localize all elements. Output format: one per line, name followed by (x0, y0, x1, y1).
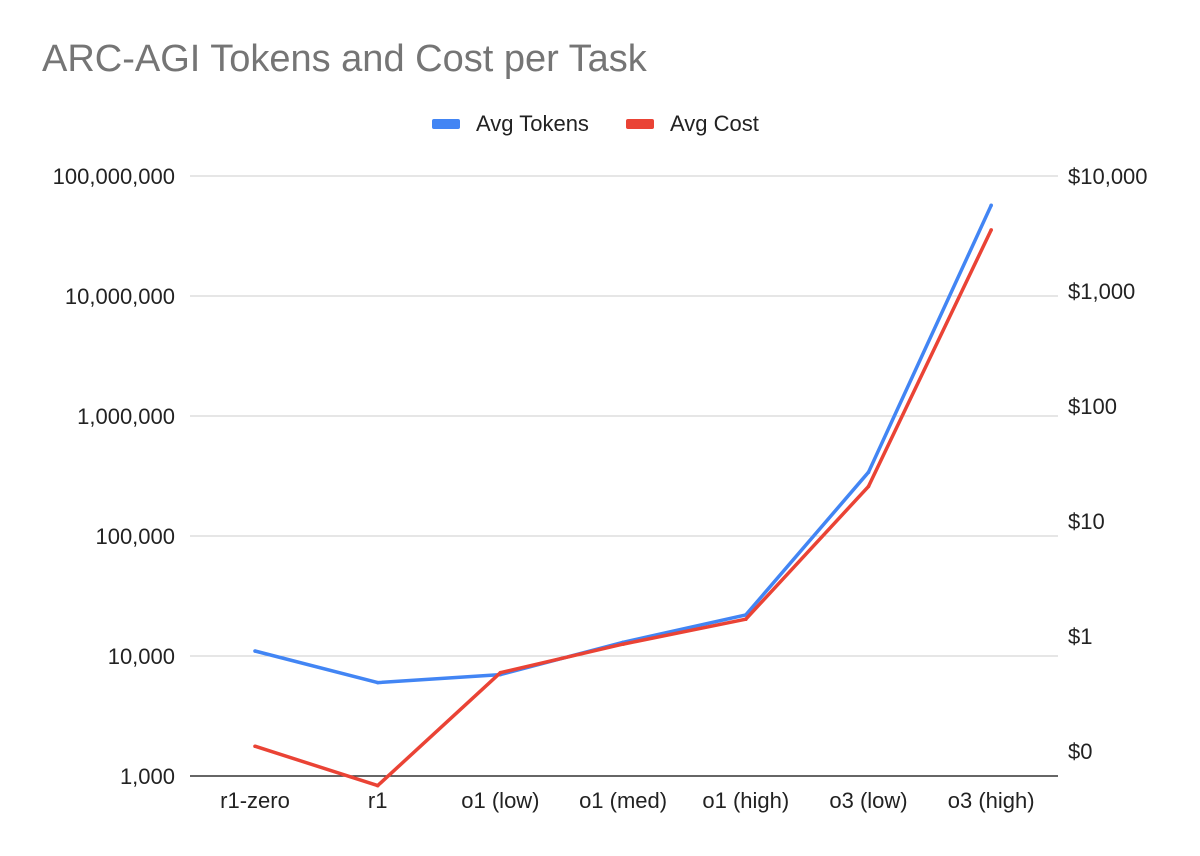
legend-item-avg-tokens[interactable]: Avg Tokens (432, 110, 589, 138)
point-avg-tokens-o3-high (989, 203, 993, 208)
y-left-tick-label: 10,000 (108, 644, 175, 669)
x-tick-label-r1-zero: r1-zero (220, 788, 290, 813)
point-avg-cost-o1-low (498, 670, 503, 675)
x-tick-label-o1-high: o1 (high) (702, 788, 789, 813)
x-tick-label-r1: r1 (368, 788, 388, 813)
y-right-tick-label: $10 (1068, 509, 1105, 534)
y-left-tick-label: 10,000,000 (65, 284, 175, 309)
y-left-tick-label: 100,000 (95, 524, 175, 549)
point-avg-tokens-r1 (375, 680, 380, 685)
point-avg-tokens-o3-low (866, 470, 871, 475)
series-line-avg-cost (254, 229, 993, 788)
point-avg-tokens-r1-zero (253, 649, 257, 653)
y-left-tick-label: 100,000,000 (53, 164, 175, 189)
y-right-tick-label: $1 (1068, 624, 1092, 649)
y-left-tick-label: 1,000 (120, 764, 175, 789)
point-avg-cost-o1-high (744, 617, 748, 621)
x-tick-label-o3-high: o3 (high) (948, 788, 1035, 813)
legend-item-avg-cost[interactable]: Avg Cost (626, 110, 759, 138)
legend-label-avg-tokens: Avg Tokens (476, 111, 589, 136)
y-right-tick-label: $0 (1068, 739, 1092, 764)
legend: Avg Tokens Avg Cost (0, 110, 1200, 138)
point-avg-cost-r1-zero (253, 744, 257, 749)
point-avg-cost-r1 (375, 783, 380, 788)
point-avg-cost-o3-low (866, 484, 871, 489)
series-line-avg-tokens (254, 204, 993, 685)
chart-title: ARC-AGI Tokens and Cost per Task (42, 38, 647, 80)
legend-label-avg-cost: Avg Cost (670, 111, 759, 136)
legend-swatch-avg-tokens (432, 119, 460, 129)
x-tick-label-o1-med: o1 (med) (579, 788, 667, 813)
x-tick-label-o3-low: o3 (low) (829, 788, 907, 813)
legend-swatch-avg-cost (626, 119, 654, 129)
y-left-tick-label: 1,000,000 (77, 404, 175, 429)
y-right-tick-label: $1,000 (1068, 279, 1135, 304)
y-right-tick-label: $100 (1068, 394, 1117, 419)
point-avg-cost-o3-high (989, 228, 993, 232)
point-avg-cost-o1-med (621, 642, 625, 646)
y-right-tick-label: $10,000 (1068, 164, 1148, 189)
x-tick-label-o1-low: o1 (low) (461, 788, 539, 813)
